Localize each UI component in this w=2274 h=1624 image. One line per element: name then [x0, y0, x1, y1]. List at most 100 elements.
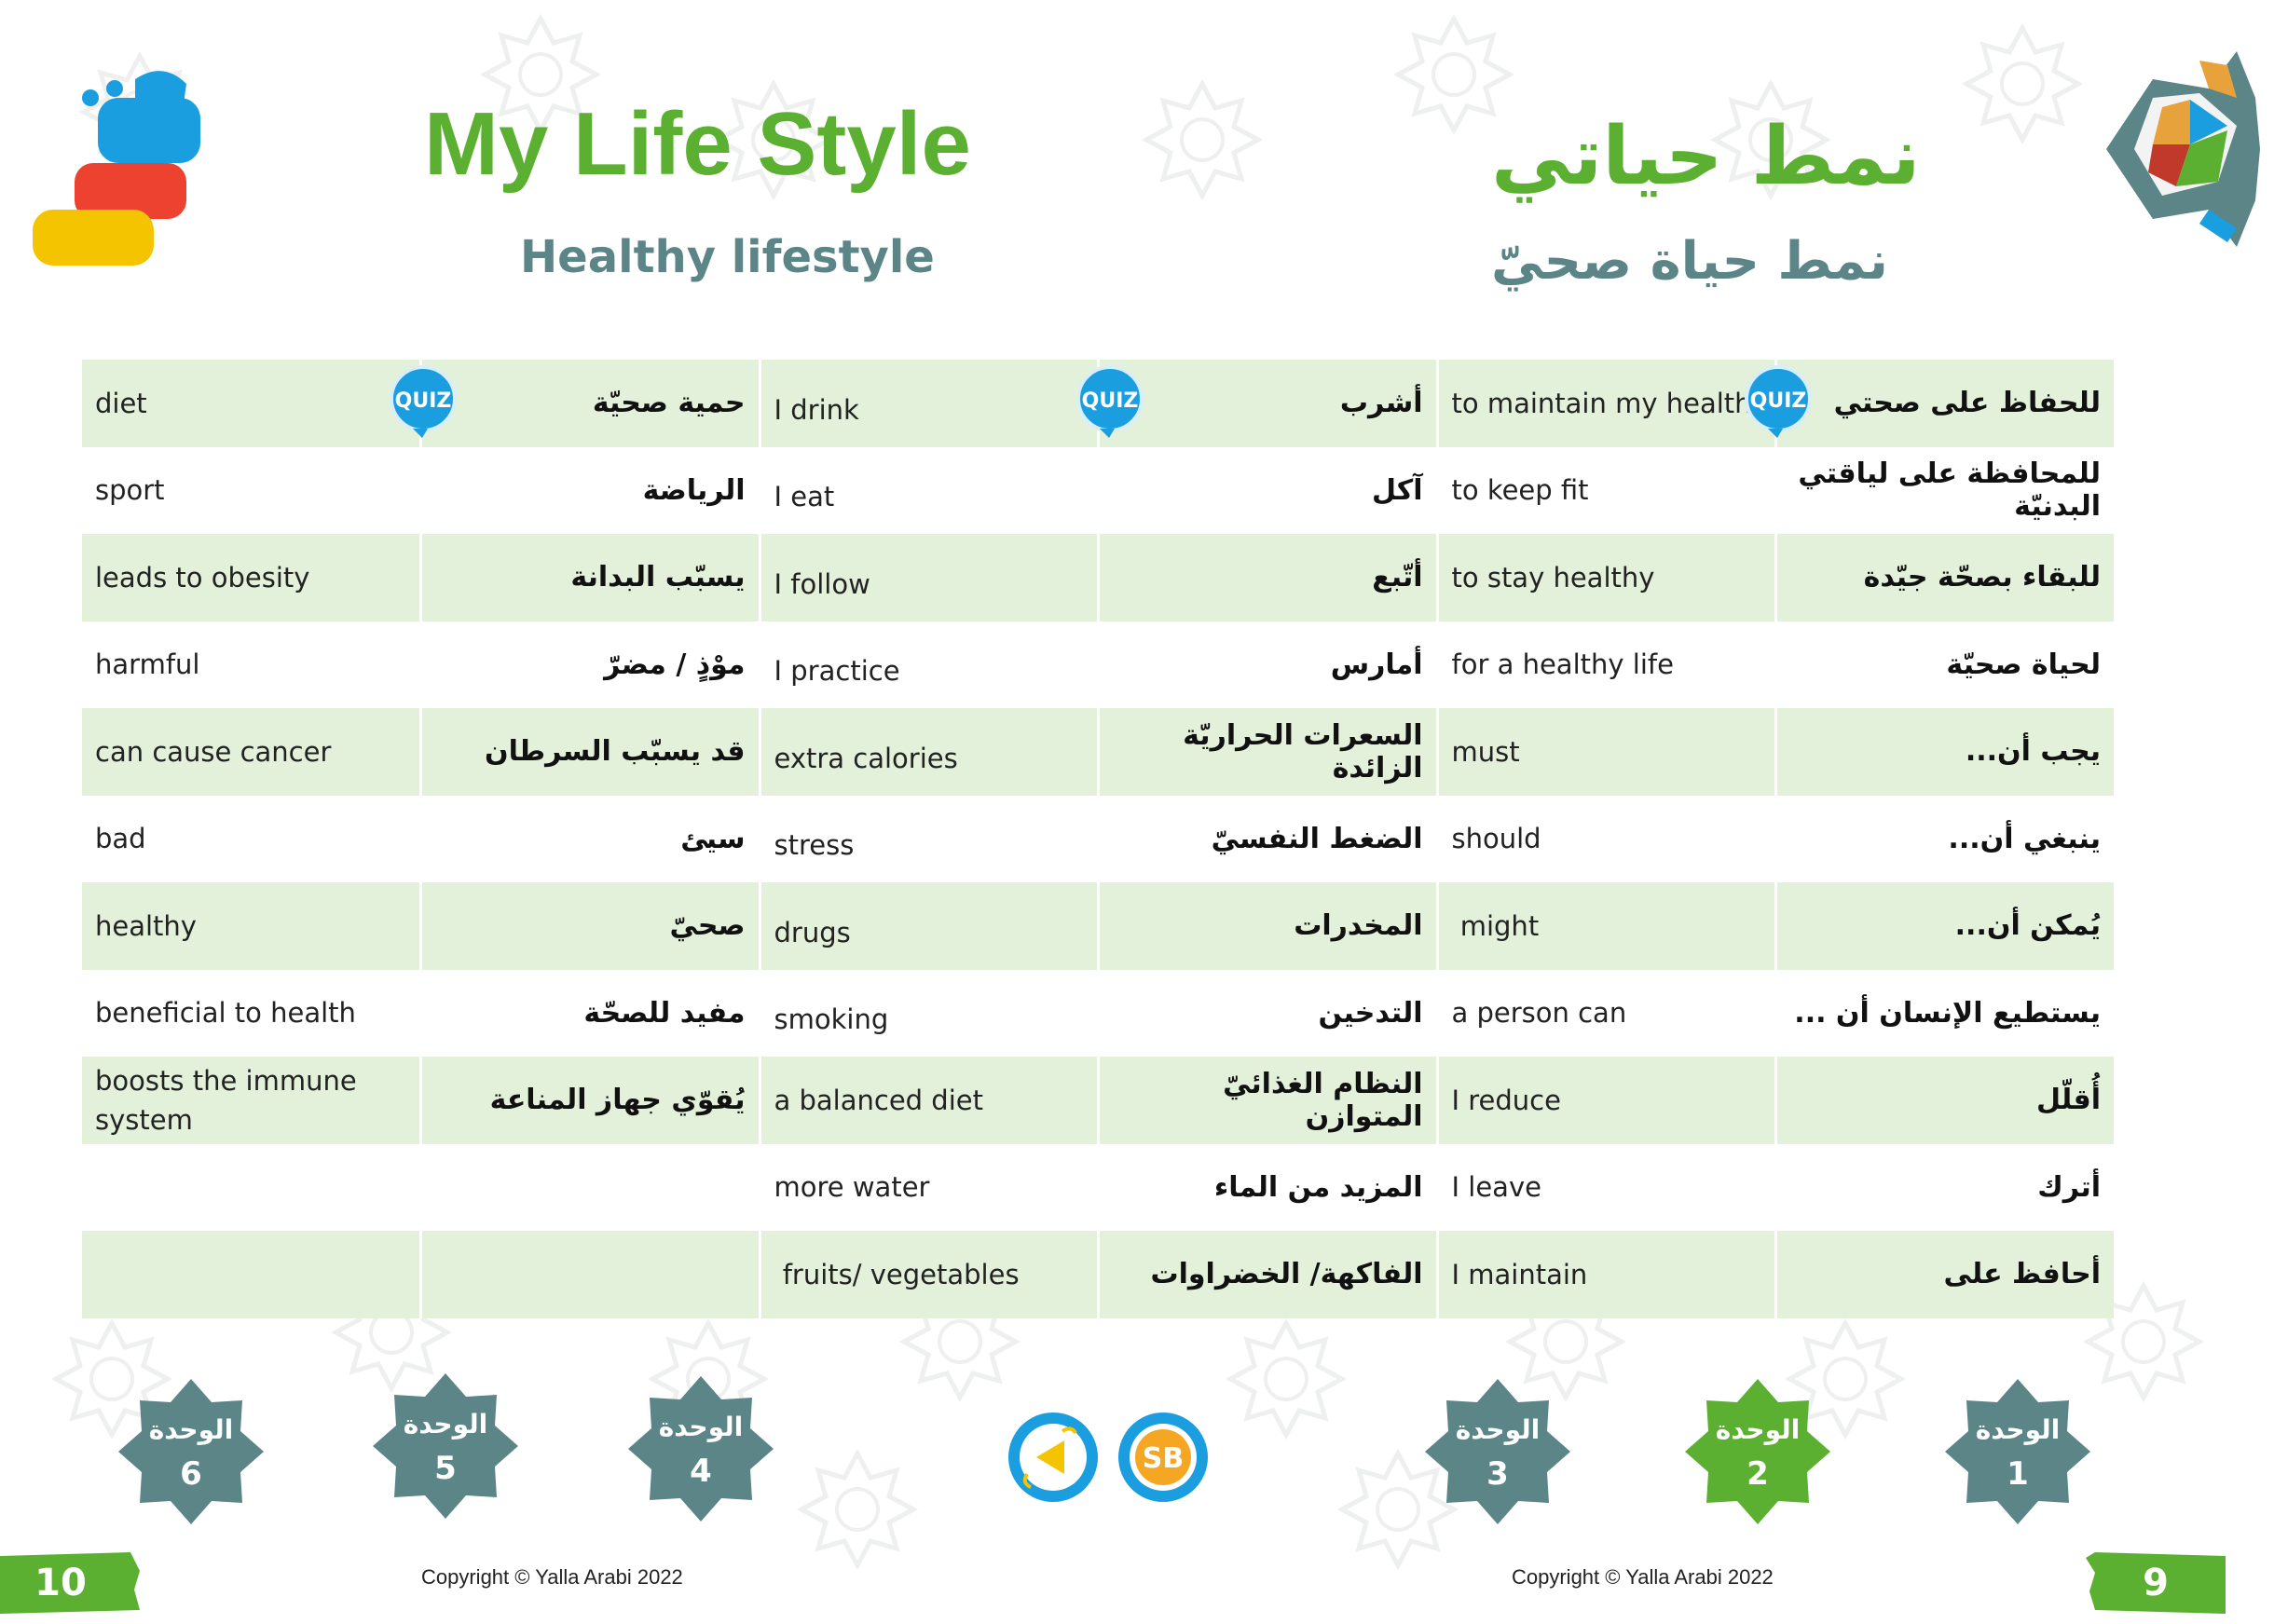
vocab-en: must — [1435, 708, 1775, 796]
vocab-en: beneficial to health — [95, 997, 356, 1030]
vocab-ar-text: حمية صحيّة — [592, 387, 746, 420]
unit-4-button[interactable]: الوحدة 4 — [626, 1374, 775, 1523]
vocab-ar: ينبغي أن... — [1774, 795, 2114, 882]
vocab-ar: المزيد من الماء — [1096, 1143, 1437, 1231]
vocab-ar: QUIZ للحفاظ على صحتي — [1744, 360, 2114, 447]
unit-number: 5 — [434, 1450, 457, 1487]
vocab-en: a person can — [1435, 969, 1775, 1057]
unit-3-button[interactable]: الوحدة 3 — [1423, 1377, 1572, 1526]
vocab-ar: للبقاء بصحّة جيّدة — [1774, 534, 2114, 621]
svg-text:QUIZ: QUIZ — [1749, 389, 1806, 413]
vocab-ar: الضغط النفسيّ — [1096, 795, 1437, 882]
vocab-ar: أترك — [1774, 1143, 2114, 1231]
page-subtitle-en: Healthy lifestyle — [520, 231, 935, 283]
table-row: bad سيئ stress الضغط النفسيّ should ينبغ… — [82, 795, 2114, 882]
table-row: leads to obesity يسبّب البدانة I follow … — [82, 534, 2114, 621]
page-title-en: My Life Style — [424, 94, 971, 194]
unit-number: 3 — [1486, 1455, 1509, 1493]
vocab-en — [82, 1144, 420, 1232]
page-title-ar: نمط حياتي — [1491, 110, 1921, 203]
unit-1-button[interactable]: الوحدة 1 — [1943, 1377, 2092, 1526]
vocab-en: might — [1435, 882, 1775, 970]
vocab-en: I leave — [1435, 1143, 1775, 1231]
vocab-en: smoking — [758, 969, 1098, 1057]
table-row: healthy صحيّ drugs المخدرات might يُمكن … — [82, 882, 2114, 970]
svg-text:QUIZ: QUIZ — [394, 389, 451, 413]
unit-6-button[interactable]: الوحدة 6 — [116, 1377, 266, 1526]
vocab-ar: صحيّ — [418, 882, 760, 970]
vocab-ar: يُمكن أن... — [1774, 882, 2114, 970]
yalla-arabi-logo — [23, 61, 238, 284]
vocab-en: more water — [758, 1143, 1098, 1231]
vocab-en: extra calories — [758, 708, 1098, 796]
vocab-ar: أتّبع — [1096, 534, 1437, 621]
vocab-en: drugs — [758, 882, 1098, 970]
student-book-button[interactable]: SB — [1115, 1409, 1212, 1506]
vocab-ar: قد يسبّب السرطان — [418, 708, 760, 796]
unit-label: الوحدة — [658, 1412, 744, 1442]
unit-number: 1 — [2007, 1455, 2029, 1493]
vocabulary-table: diet QUIZ حمية صحيّة I drink QUIZ أشرب t… — [82, 360, 2114, 1318]
page-subtitle-ar: نمط حياة صحيّ — [1491, 231, 1888, 292]
unit-number: 2 — [1747, 1455, 1769, 1493]
sb-icon: SB — [1118, 1412, 1208, 1502]
page-number-right: 9 — [2086, 1552, 2226, 1614]
vocab-en: to stay healthy — [1435, 534, 1775, 621]
vocab-ar: مفيد للصحّة — [418, 969, 760, 1057]
unit-5-button[interactable]: الوحدة 5 — [371, 1372, 520, 1521]
vocab-ar: يجب أن... — [1774, 708, 2114, 796]
geometric-star-decoration — [2097, 42, 2265, 256]
table-row: boosts the immune system يُقوّي جهاز الم… — [82, 1057, 2114, 1144]
vocab-ar: يستطيع الإنسان أن ... — [1774, 969, 2114, 1057]
vocab-ar-text: للحفاظ على صحتي — [1833, 387, 2101, 420]
table-row: can cause cancer قد يسبّب السرطان extra … — [82, 708, 2114, 796]
unit-number: 4 — [690, 1453, 712, 1490]
vocab-en: to maintain my health — [1435, 360, 1775, 447]
vocab-ar: أُقلّل — [1774, 1057, 2114, 1144]
vocab-en: should — [1435, 795, 1775, 882]
vocab-en: a balanced diet — [758, 1057, 1098, 1144]
vocab-ar: المخدرات — [1096, 882, 1437, 970]
quiz-icon[interactable]: QUIZ — [1072, 363, 1148, 440]
vocab-ar: النظام الغذائيّ المتوازن — [1096, 1057, 1437, 1144]
vocab-en: to keep fit — [1435, 446, 1775, 534]
vocab-ar — [418, 1231, 760, 1318]
vocab-en: can cause cancer — [82, 708, 420, 796]
vocab-en: boosts the immune system — [82, 1057, 420, 1144]
vocab-ar: يُقوّي جهاز المناعة — [418, 1057, 760, 1144]
speaker-icon — [1008, 1412, 1098, 1502]
table-row: harmful موْذٍ / مضرّ I practice أمارس fo… — [82, 621, 2114, 708]
vocab-en: sport — [95, 474, 165, 507]
unit-number: 6 — [180, 1455, 202, 1493]
vocab-ar: سيئ — [418, 795, 760, 882]
vocab-en: I maintain — [1435, 1231, 1775, 1318]
vocab-ar: الرياضة — [418, 446, 760, 534]
vocab-ar: QUIZ حمية صحيّة — [389, 360, 760, 447]
quiz-icon[interactable]: QUIZ — [1740, 363, 1816, 440]
unit-label: الوحدة — [403, 1409, 488, 1440]
table-row: fruits/ vegetables الفاكهة/ الخضراوات I … — [82, 1231, 2114, 1318]
vocab-ar: لحياة صحيّة — [1774, 621, 2114, 708]
table-row: sport الرياضة I eat آكل to keep fit للمح… — [82, 446, 2114, 534]
vocab-ar: أحافظ على — [1774, 1231, 2114, 1318]
unit-2-button[interactable]: الوحدة 2 — [1683, 1377, 1832, 1526]
copyright-left: Copyright © Yalla Arabi 2022 — [421, 1565, 683, 1589]
page-number-left: 10 — [0, 1552, 140, 1614]
audio-button[interactable] — [1005, 1409, 1102, 1506]
vocab-ar: الفاكهة/ الخضراوات — [1096, 1231, 1437, 1318]
vocab-ar: للمحافظة على لياقتي البدنيّة — [1774, 446, 2114, 534]
quiz-icon[interactable]: QUIZ — [385, 363, 461, 440]
vocab-ar-text: أشرب — [1339, 387, 1423, 420]
vocab-ar: السعرات الحراريّة الزائدة — [1096, 708, 1437, 796]
vocab-en: bad — [95, 823, 146, 855]
vocab-en: I eat — [758, 446, 1098, 534]
vocab-ar: أمارس — [1096, 621, 1437, 708]
vocab-en: for a healthy life — [1435, 621, 1775, 708]
vocab-en: stress — [758, 795, 1098, 882]
table-row: more water المزيد من الماء I leave أترك — [82, 1143, 2114, 1232]
vocab-en: harmful — [95, 648, 200, 681]
table-row: diet QUIZ حمية صحيّة I drink QUIZ أشرب t… — [82, 360, 2114, 447]
table-row: beneficial to health مفيد للصحّة smoking… — [82, 969, 2114, 1057]
unit-label: الوحدة — [148, 1414, 234, 1445]
svg-text:QUIZ: QUIZ — [1081, 389, 1138, 413]
